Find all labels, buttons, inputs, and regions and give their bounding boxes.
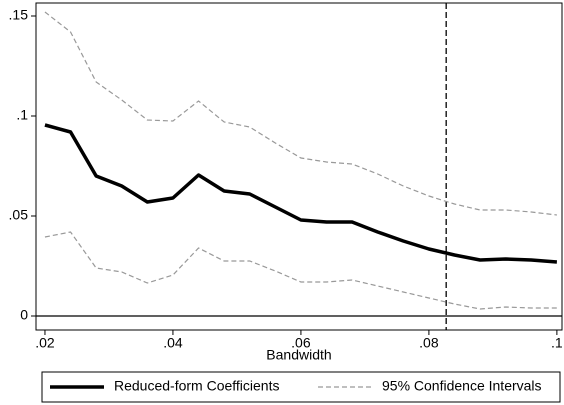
y-tick-label: 0 [20,307,28,323]
plot-frame [35,2,563,331]
y-tick-label: .1 [16,107,28,123]
x-tick-label: .02 [35,335,55,351]
x-tick-label: .1 [551,335,563,351]
legend-label: 95% Confidence Intervals [382,378,542,394]
series-line [44,11,557,216]
x-tick-label: .06 [291,335,311,351]
x-axis-label: Bandwidth [266,347,331,363]
x-tick-label: .04 [163,335,183,351]
y-tick-label: .15 [9,7,29,23]
series-line [44,123,558,264]
x-tick-label: .08 [419,335,439,351]
series-line [44,231,557,310]
legend-label: Reduced-form Coefficients [114,378,279,394]
y-tick-label: .05 [9,207,29,223]
legend-box [41,371,561,403]
